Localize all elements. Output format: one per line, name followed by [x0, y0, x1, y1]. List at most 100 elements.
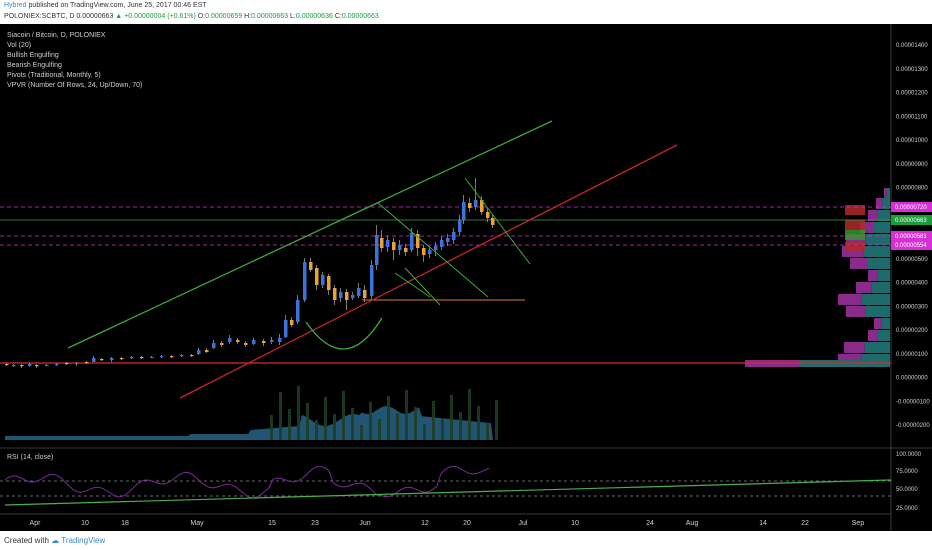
- legend-indicator: Bullish Engulfing: [7, 52, 59, 59]
- parallel-line: [394, 272, 431, 298]
- price-tick-label: 0.00001000: [896, 138, 928, 144]
- price-tick-label: 0.00000500: [896, 257, 928, 263]
- vpvr-row-down: [884, 188, 887, 199]
- price-label-text: 0.00000581: [895, 234, 927, 240]
- time-tick-label: Apr: [30, 520, 42, 527]
- candle-down: [20, 365, 24, 367]
- volume-bar: [396, 413, 399, 440]
- vpvr-row-down: [868, 210, 878, 221]
- price-tick-label: 0.00000000: [896, 376, 928, 382]
- candle-up: [28, 364, 32, 366]
- volume-bar: [459, 412, 462, 440]
- legend-indicator: Bearish Engulfing: [7, 62, 62, 69]
- candle-up: [12, 365, 16, 367]
- price-tick-label: 0.00000100: [896, 352, 928, 358]
- volume-bar: [468, 389, 471, 440]
- candle-down: [315, 268, 319, 285]
- volume-bar: [378, 419, 381, 440]
- drawings: [67, 120, 678, 399]
- volume-bar: [405, 390, 408, 440]
- author-link[interactable]: Hybred: [4, 2, 27, 9]
- price-label-text: 0.00000663: [895, 218, 927, 224]
- candle-up: [303, 262, 307, 300]
- vpvr-row-up: [868, 258, 890, 269]
- candle-down: [404, 248, 408, 252]
- vpvr-row-up: [871, 282, 890, 293]
- candle-down: [35, 365, 39, 367]
- publish-header: Hybred published on TradingView.com, Jun…: [0, 0, 932, 24]
- volume-bar: [315, 420, 318, 440]
- time-tick-label: 18: [121, 520, 129, 527]
- rsi-tick-label: 75.0000: [896, 469, 918, 475]
- price-tick-label: 0.00001100: [896, 114, 928, 120]
- candle-up: [440, 240, 444, 247]
- price-label-box: [891, 231, 932, 241]
- vpvr-value-area: [845, 205, 865, 215]
- chart-area[interactable]: 100.0000 75.0000 50.0000 25.0000 0.00001400…: [0, 24, 932, 531]
- open-value: 0.00000659: [205, 13, 243, 20]
- wedge-line: [377, 202, 489, 298]
- candle-down: [190, 355, 194, 357]
- legend-indicator: VPVR (Number Of Rows, 24, Up/Down, 70): [7, 82, 142, 89]
- time-tick-label: 24: [646, 520, 654, 527]
- time-tick-label: 12: [421, 520, 429, 527]
- vpvr-row-up: [877, 210, 890, 221]
- volume-bar: [342, 391, 345, 440]
- price-tick-label: 0.00001300: [896, 67, 928, 73]
- channel-lower-trendline: [179, 144, 678, 399]
- vpvr-value-area: [845, 242, 865, 252]
- rsi-pane: 100.0000 75.0000 50.0000 25.0000: [0, 452, 922, 512]
- vpvr-value-area: [845, 220, 865, 230]
- time-tick-label: Jul: [519, 520, 528, 527]
- vpvr-row-up: [865, 306, 890, 317]
- candle-down: [491, 218, 495, 225]
- price-tick-label: 0.00000200: [896, 328, 928, 334]
- candle-up: [212, 343, 216, 348]
- wedge-line: [464, 177, 531, 265]
- candle-down: [468, 203, 472, 208]
- footer: Created with ☁ TradingView: [0, 531, 932, 550]
- legend-title: Siacoin / Bitcoin, D, POLONIEX: [7, 32, 106, 39]
- volume-bar: [387, 396, 390, 440]
- close-value: 0.00000663: [341, 13, 379, 20]
- candle-up: [252, 340, 256, 344]
- volume-bar: [486, 423, 489, 440]
- vpvr-row-down: [868, 330, 878, 341]
- candle-up: [462, 202, 466, 220]
- volume-area: [5, 386, 498, 440]
- high-value: 0.00000663: [251, 13, 289, 20]
- price-change: +0.00000004 (+0.61%): [124, 13, 196, 20]
- candle-up: [370, 265, 374, 296]
- last-price: 0.00000663: [76, 13, 114, 20]
- volume-bar: [333, 414, 336, 440]
- candle-up: [434, 246, 438, 250]
- low-label: L:: [290, 13, 296, 20]
- rsi-line: [4, 465, 490, 499]
- price-tick-label: -0.00000100: [896, 399, 930, 405]
- low-value: 0.00000636: [295, 13, 333, 20]
- volume-bar: [369, 402, 372, 440]
- channel-upper-trendline: [67, 120, 553, 349]
- time-tick-label: 10: [81, 520, 89, 527]
- legend: Siacoin / Bitcoin, D, POLONIEX Vol (20) …: [7, 32, 142, 461]
- volume-bar: [270, 415, 273, 440]
- price-tick-label: 0.00000800: [896, 186, 928, 192]
- vpvr-row-down: [876, 198, 883, 209]
- tradingview-link[interactable]: TradingView: [61, 536, 106, 545]
- symbol: POLONIEX:SCBTC, D: [4, 13, 75, 20]
- vpvr-row-up: [877, 330, 890, 341]
- rsi-legend: RSI (14, close): [7, 454, 53, 461]
- volume-bar: [351, 408, 354, 440]
- symbol-line: POLONIEX:SCBTC, D 0.00000663 ▲ +0.000000…: [4, 13, 379, 20]
- candle-up: [452, 232, 456, 240]
- candle-up: [321, 275, 325, 285]
- price-tick-label: 0.00000900: [896, 162, 928, 168]
- candle-down: [100, 359, 104, 361]
- candle-up: [197, 350, 201, 354]
- price-tick-label: -0.00000200: [896, 423, 930, 429]
- volume-bar: [288, 409, 291, 440]
- rsi-tick-label: 25.0000: [896, 506, 918, 512]
- candle-down: [480, 200, 484, 212]
- rsi-tick-label: 50.0000: [896, 487, 918, 493]
- candle-up: [150, 357, 154, 359]
